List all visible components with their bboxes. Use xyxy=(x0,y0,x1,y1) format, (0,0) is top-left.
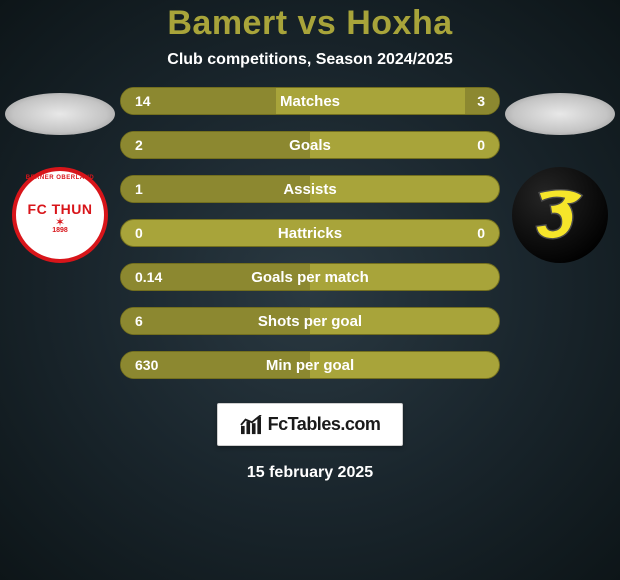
club-badge-right-glyph xyxy=(525,180,595,250)
stat-label: Goals per match xyxy=(193,269,427,286)
stat-row: 630Min per goal xyxy=(120,351,500,379)
player-avatar-right xyxy=(505,93,615,135)
brand-text: FcTables.com xyxy=(268,414,381,435)
stat-label: Matches xyxy=(193,93,427,110)
stat-value-left: 2 xyxy=(121,137,193,153)
stat-row: 2Goals0 xyxy=(120,131,500,159)
stat-value-right: 0 xyxy=(427,137,499,153)
right-side xyxy=(500,87,620,263)
stat-row: 14Matches3 xyxy=(120,87,500,115)
left-side: BERNER OBERLAND FC THUN ✶ 1898 xyxy=(0,87,120,263)
main-row: BERNER OBERLAND FC THUN ✶ 1898 14Matches… xyxy=(0,87,620,379)
stat-value-left: 14 xyxy=(121,93,193,109)
stat-value-left: 0.14 xyxy=(121,269,193,285)
club-badge-left: BERNER OBERLAND FC THUN ✶ 1898 xyxy=(12,167,108,263)
stat-label: Min per goal xyxy=(193,357,427,374)
stat-row: 1Assists xyxy=(120,175,500,203)
stat-value-left: 630 xyxy=(121,357,193,373)
stat-row: 0.14Goals per match xyxy=(120,263,500,291)
club-badge-right xyxy=(512,167,608,263)
stat-row: 6Shots per goal xyxy=(120,307,500,335)
stat-value-right: 0 xyxy=(427,225,499,241)
player-avatar-left xyxy=(5,93,115,135)
stat-value-left: 1 xyxy=(121,181,193,197)
stat-label: Hattricks xyxy=(193,225,427,242)
badge-year: 1898 xyxy=(52,227,68,234)
page-subtitle: Club competitions, Season 2024/2025 xyxy=(167,51,452,69)
page-title: Bamert vs Hoxha xyxy=(167,4,452,43)
stat-label: Shots per goal xyxy=(193,313,427,330)
stat-label: Assists xyxy=(193,181,427,198)
stat-row: 0Hattricks0 xyxy=(120,219,500,247)
stat-value-left: 0 xyxy=(121,225,193,241)
stat-label: Goals xyxy=(193,137,427,154)
date-label: 15 february 2025 xyxy=(247,464,373,482)
brand-card: FcTables.com xyxy=(217,403,404,446)
brand-logo-icon xyxy=(240,415,262,435)
stat-value-right: 3 xyxy=(427,93,499,109)
infographic-container: Bamert vs Hoxha Club competitions, Seaso… xyxy=(0,0,620,580)
badge-arc-text: BERNER OBERLAND xyxy=(25,175,95,181)
stats-column: 14Matches32Goals01Assists0Hattricks00.14… xyxy=(120,87,500,379)
stat-value-left: 6 xyxy=(121,313,193,329)
